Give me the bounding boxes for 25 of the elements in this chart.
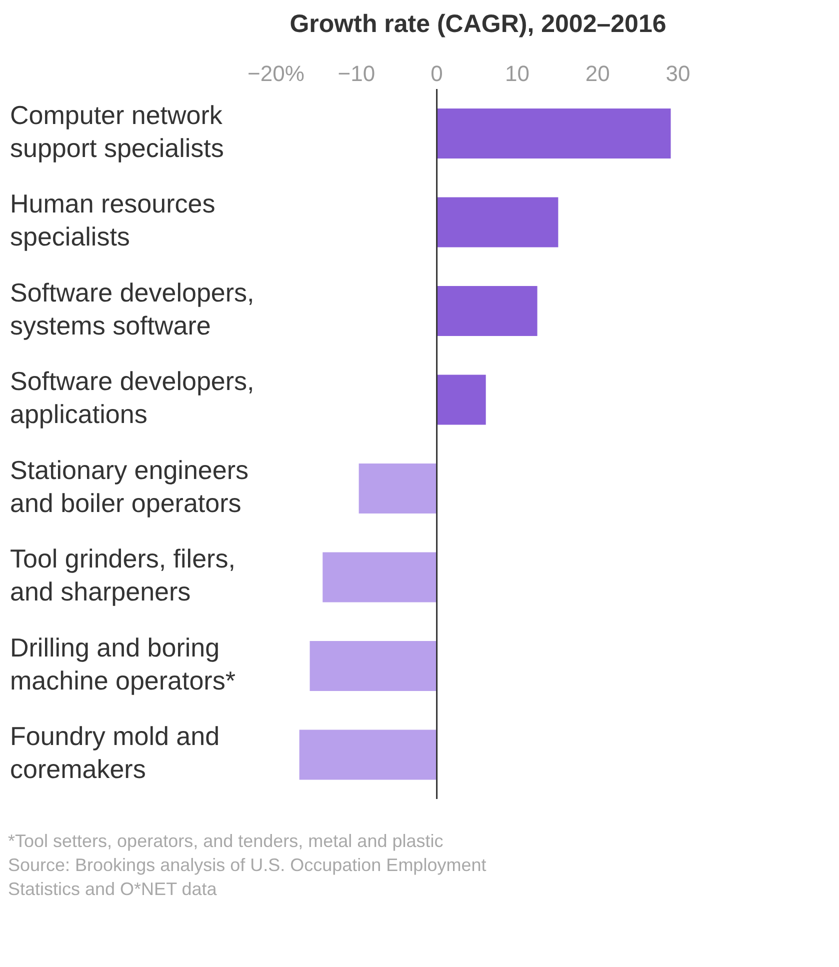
x-tick-label: 20 (585, 61, 610, 86)
bar (310, 641, 437, 692)
bar (436, 286, 538, 336)
y-tick-label: Foundry mold and coremakers (10, 721, 220, 784)
y-tick-label: Computer network support specialists (10, 100, 224, 163)
text: *Tool setters, operators, and tenders, metal and plastic (8, 830, 444, 853)
x-tick-label: 30 (666, 61, 690, 86)
bar (436, 108, 671, 159)
y-tick-label: Software developers, applications (10, 366, 254, 429)
y-tick-label: Software developers, systems software (10, 277, 254, 340)
y-tick-label: Tool grinders, filers, and sharpeners (10, 544, 236, 606)
source-note: Source: Brookings analysis of U.S. Occupation Employment Statistics and O*NET data (8, 854, 488, 901)
bar (358, 464, 437, 514)
y-tick-label: Drilling and boring machine operators* (10, 632, 236, 696)
x-tick-label: −10 (338, 61, 376, 86)
y-tick-label: Stationary engineers and boiler operators (10, 454, 248, 518)
bar (322, 552, 437, 602)
bar (299, 730, 437, 780)
y-tick-label: Human resources specialists (10, 188, 216, 252)
bar (436, 374, 486, 425)
bar (436, 197, 558, 248)
x-tick-label: −20% (248, 61, 304, 86)
x-tick-label: 10 (504, 61, 530, 86)
x-tick-label: 0 (430, 61, 443, 86)
chart-title: Growth rate (CAGR), 2002–2016 (288, 10, 668, 39)
